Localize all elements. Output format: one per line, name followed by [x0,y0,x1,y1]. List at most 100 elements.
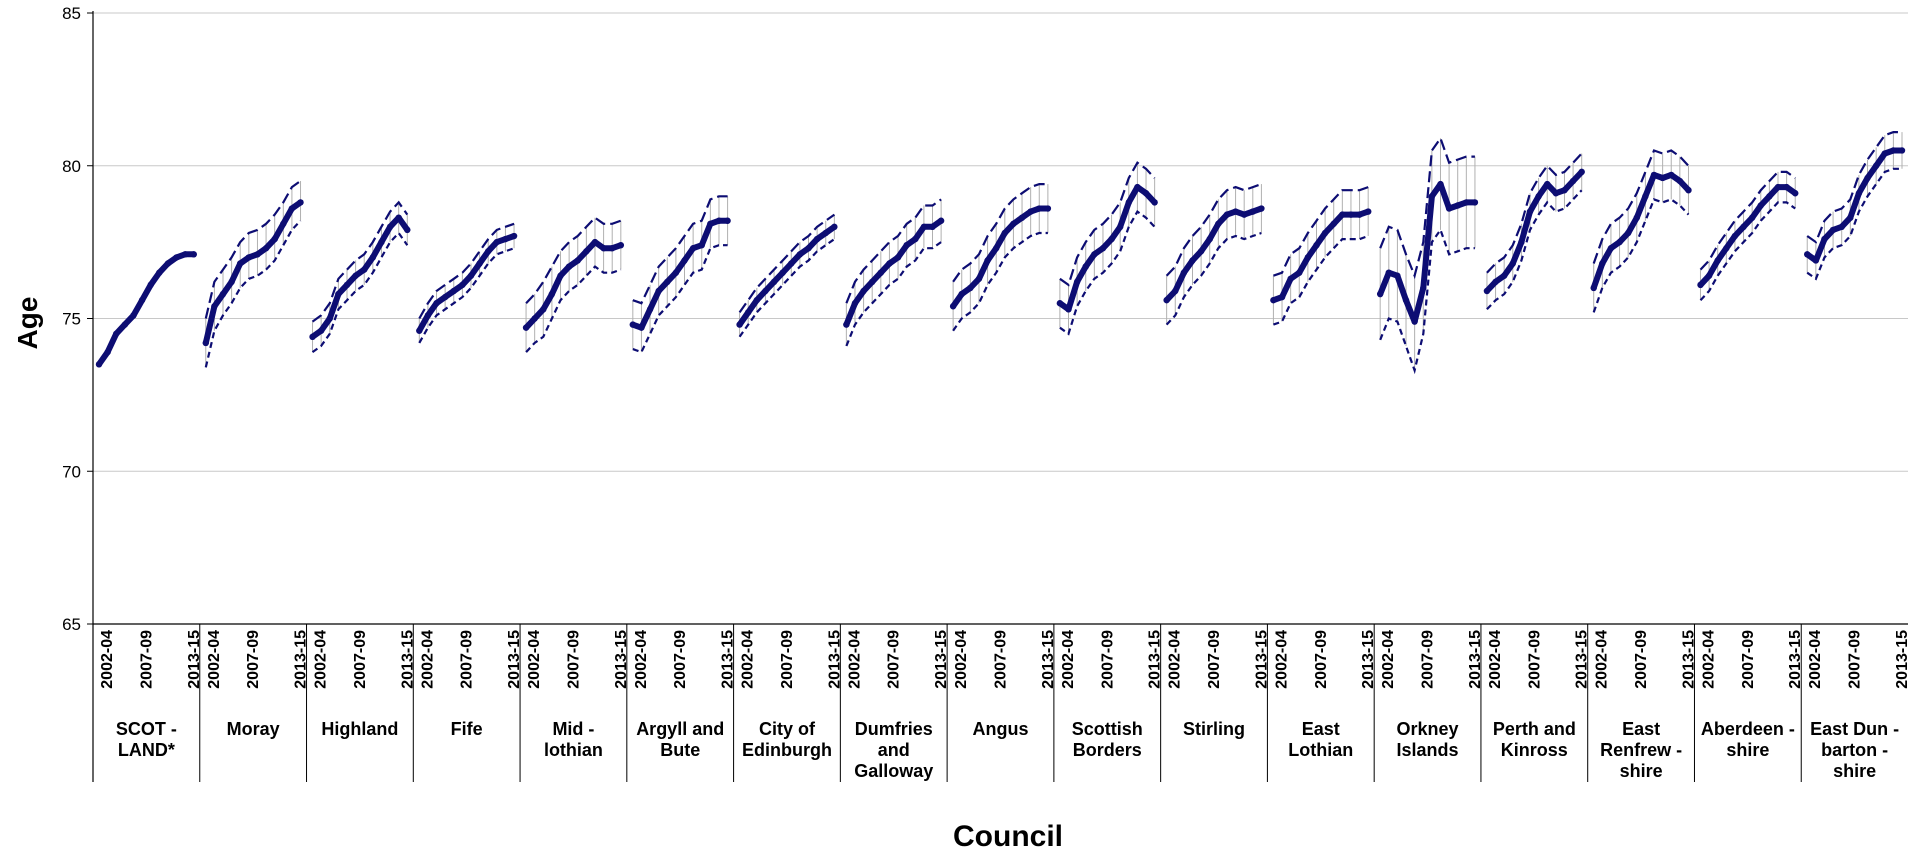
data-point [130,312,137,319]
data-point [1500,272,1508,279]
council-label: barton - [1821,740,1888,760]
estimate-line [736,223,838,328]
data-point [104,348,111,356]
period-tick-label: 2002-04 [99,630,116,689]
council-label: East [1302,719,1340,739]
data-point [745,309,752,316]
council-label: Argyll and [636,719,724,739]
data-point [1723,245,1730,252]
data-point [937,217,945,224]
data-point [335,290,342,298]
period-tick-label: 2007-09 [1847,630,1864,689]
estimate-line [1270,208,1372,304]
plot-frame [87,11,1908,782]
data-point [1740,223,1747,231]
data-point [843,321,850,328]
data-point [1705,272,1713,279]
data-point [698,241,705,249]
data-point [583,248,590,255]
y-tick-label-85: 85 [62,4,81,23]
data-point [1428,193,1436,200]
council-label: Fife [451,719,483,739]
data-point [369,254,377,261]
council-label: and [878,740,910,760]
data-point [1010,220,1017,227]
data-point [386,223,394,231]
data-point [753,296,761,304]
lower-ci-line [1273,234,1369,326]
period-tick-label: 2002-04 [313,630,330,689]
data-point [779,269,786,276]
council-label: Orkney [1397,719,1459,739]
data-point [1578,168,1585,176]
upper-ci-line [1273,186,1369,277]
council-label: East Dun - [1810,719,1899,739]
data-point [629,321,637,328]
period-tick-label: 2007-09 [672,630,689,689]
data-point [1270,296,1277,304]
data-point [1731,232,1739,240]
data-point [1356,211,1363,218]
data-point [1287,275,1294,282]
period-tick-label: 2013-15 [826,630,843,689]
data-point [113,330,120,337]
council-label: shire [1726,740,1769,760]
council-label: Lothian [1288,740,1353,760]
upper-ci-line [311,200,409,323]
data-point [1215,220,1222,227]
data-point [254,251,261,258]
data-point [877,269,885,276]
lower-ci-line [525,265,622,353]
data-point [502,235,509,243]
council-label: Borders [1073,740,1142,760]
data-point [805,245,812,252]
data-point [1624,229,1632,237]
upper-ci-line [1486,152,1583,274]
data-point [1561,186,1568,194]
data-point [1258,205,1265,212]
data-point [1616,238,1623,246]
period-tick-label: 2007-09 [1206,630,1223,689]
data-point [822,229,829,237]
data-point [1411,318,1418,325]
data-point [424,312,432,319]
period-tick-label: 2007-09 [352,630,369,689]
data-point [1633,214,1640,221]
data-point [1829,226,1837,234]
data-point [715,217,723,224]
upper-ci-line [1165,183,1262,277]
council-label: SCOT - [116,719,177,739]
period-tick-label: 2002-04 [1594,630,1611,689]
council-label: shire [1620,761,1663,781]
data-point [1748,214,1756,221]
data-point [280,220,287,227]
period-tick-label: 2002-04 [1380,630,1397,689]
data-point [1091,251,1098,258]
period-tick-label: 2002-04 [633,630,650,689]
data-point [1847,214,1854,221]
y-tick-label-80: 80 [62,157,81,176]
data-point [967,284,974,292]
period-tick-label: 2002-04 [1807,630,1824,689]
period-tick-label: 2013-15 [293,630,310,689]
data-point [992,245,1000,252]
data-point [912,235,919,243]
data-point [237,260,244,267]
period-tick-label: 2002-04 [953,630,970,689]
data-point [949,303,957,310]
period-tick-label: 2013-15 [1574,630,1591,689]
data-point [1018,214,1026,221]
gridlines [93,12,1908,472]
data-point [1668,171,1675,179]
lower-ci-line [1059,209,1156,336]
lower-ci-line [952,231,1048,332]
data-point [664,278,671,286]
data-point [1518,238,1525,246]
data-point [886,260,893,267]
data-point [476,260,483,267]
period-tick-label: 2013-15 [1467,630,1484,689]
data-point [1134,183,1141,191]
lower-ci-line [632,244,728,354]
period-tick-label: 2013-15 [720,630,737,689]
y-tick-label-70: 70 [62,462,81,481]
